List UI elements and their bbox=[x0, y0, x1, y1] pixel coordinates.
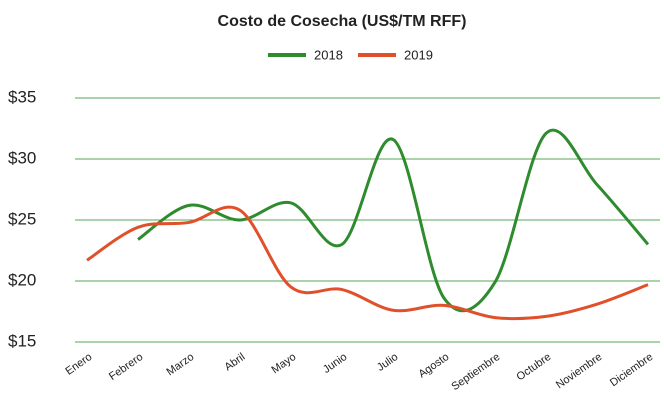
x-tick-label: Marzo bbox=[164, 351, 196, 378]
x-tick-label: Enero bbox=[63, 351, 94, 378]
x-tick-label: Septiembre bbox=[449, 351, 502, 393]
series-line bbox=[137, 128, 650, 313]
chart-title: Costo de Cosecha (US$/TM RFF) bbox=[218, 13, 467, 30]
x-tick-label: Diciembre bbox=[608, 351, 655, 389]
legend-label: 2018 bbox=[314, 47, 343, 62]
x-tick-label: Mayo bbox=[269, 351, 298, 376]
y-tick-label: $15 bbox=[8, 331, 36, 350]
x-tick-label: Abril bbox=[222, 351, 247, 373]
y-tick-label: $35 bbox=[8, 87, 36, 106]
x-tick-label: Febrero bbox=[107, 351, 145, 383]
y-tick-label: $25 bbox=[8, 209, 36, 228]
x-tick-label: Agosto bbox=[416, 351, 451, 380]
x-tick-label: Julio bbox=[375, 351, 400, 374]
y-tick-label: $20 bbox=[8, 270, 36, 289]
x-tick-label: Noviembre bbox=[554, 351, 604, 391]
x-tick-label: Octubre bbox=[514, 351, 553, 383]
series-line bbox=[86, 205, 649, 321]
y-tick-label: $30 bbox=[8, 148, 36, 167]
x-tick-label: Junio bbox=[321, 351, 349, 376]
legend-label: 2019 bbox=[404, 47, 433, 62]
